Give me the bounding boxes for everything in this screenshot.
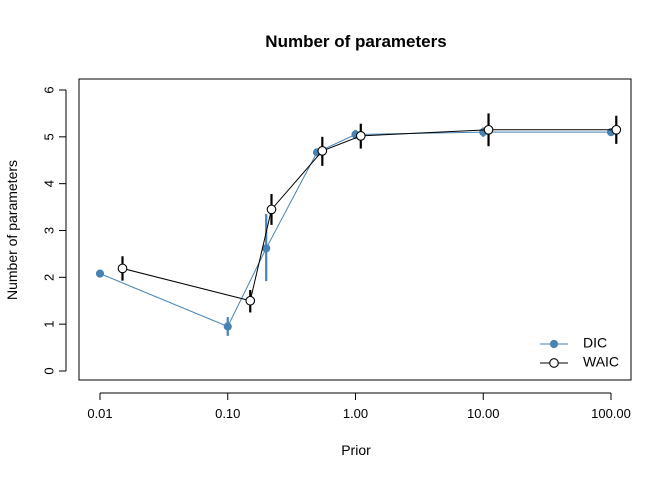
waic-point	[245, 295, 256, 306]
y-tick-label: 4	[41, 180, 56, 187]
waic-point	[317, 146, 328, 156]
waic-point	[266, 204, 277, 215]
legend-item-waic: WAIC	[540, 354, 619, 370]
waic-point	[483, 124, 494, 135]
waic-line	[122, 129, 617, 302]
x-tick-label: 10.00	[467, 406, 500, 421]
waic-point	[611, 124, 622, 135]
x-axis-label: Prior	[341, 442, 371, 458]
y-tick-label: 3	[41, 227, 56, 234]
dic-series	[95, 127, 616, 336]
x-axis: 0.01 0.10 1.00 10.00 100.00	[87, 392, 631, 421]
plot-frame	[78, 78, 632, 381]
legend-label-waic: WAIC	[583, 354, 619, 370]
x-tick-label: 0.01	[87, 406, 112, 421]
waic-point	[117, 263, 128, 274]
legend-label-dic: DIC	[583, 335, 607, 351]
dic-point	[262, 244, 271, 253]
y-axis: 0 1 2 3 4 5 6	[41, 86, 67, 375]
y-tick-label: 5	[41, 133, 56, 140]
y-tick-label: 2	[41, 274, 56, 281]
dic-point	[95, 269, 105, 278]
x-tick-label: 100.00	[591, 406, 631, 421]
x-tick-label: 0.10	[215, 406, 240, 421]
series-layer	[95, 113, 622, 336]
y-tick-label: 0	[41, 367, 56, 374]
waic-point	[355, 131, 366, 141]
chart-title: Number of parameters	[265, 32, 446, 51]
waic-series	[117, 113, 622, 313]
legend: DIC WAIC	[540, 335, 619, 370]
y-tick-label: 6	[41, 86, 56, 93]
y-tick-label: 1	[41, 321, 56, 328]
legend-marker-dic	[549, 339, 559, 349]
y-axis-label: Number of parameters	[4, 160, 20, 300]
x-tick-label: 1.00	[343, 406, 368, 421]
dic-point	[223, 322, 232, 331]
legend-item-dic: DIC	[540, 335, 607, 351]
legend-marker-waic	[549, 358, 559, 368]
dic-line	[99, 131, 611, 328]
